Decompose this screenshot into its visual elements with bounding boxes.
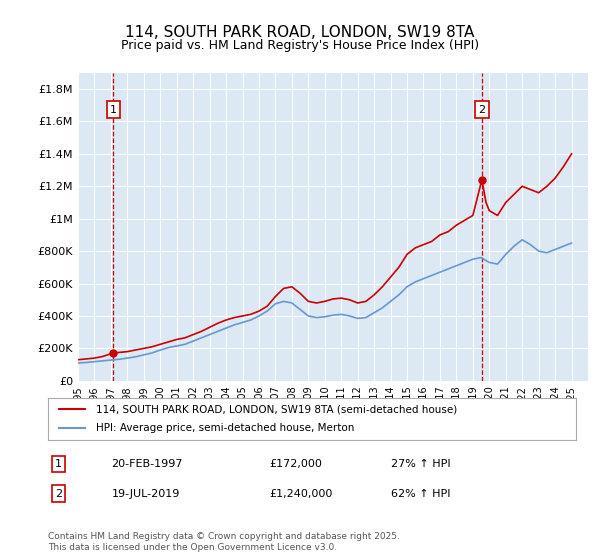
Text: HPI: Average price, semi-detached house, Merton: HPI: Average price, semi-detached house,… (95, 423, 354, 433)
Text: Contains HM Land Registry data © Crown copyright and database right 2025.
This d: Contains HM Land Registry data © Crown c… (48, 532, 400, 552)
Text: 114, SOUTH PARK ROAD, LONDON, SW19 8TA: 114, SOUTH PARK ROAD, LONDON, SW19 8TA (125, 25, 475, 40)
Text: 2: 2 (55, 488, 62, 498)
Text: 62% ↑ HPI: 62% ↑ HPI (391, 488, 451, 498)
Text: 2: 2 (478, 105, 485, 115)
Text: 1: 1 (55, 459, 62, 469)
Text: 114, SOUTH PARK ROAD, LONDON, SW19 8TA (semi-detached house): 114, SOUTH PARK ROAD, LONDON, SW19 8TA (… (95, 404, 457, 414)
Text: 20-FEB-1997: 20-FEB-1997 (112, 459, 183, 469)
Text: £172,000: £172,000 (270, 459, 323, 469)
Text: 27% ↑ HPI: 27% ↑ HPI (391, 459, 451, 469)
Text: 19-JUL-2019: 19-JUL-2019 (112, 488, 180, 498)
Text: £1,240,000: £1,240,000 (270, 488, 333, 498)
Text: Price paid vs. HM Land Registry's House Price Index (HPI): Price paid vs. HM Land Registry's House … (121, 39, 479, 52)
Text: 1: 1 (110, 105, 117, 115)
